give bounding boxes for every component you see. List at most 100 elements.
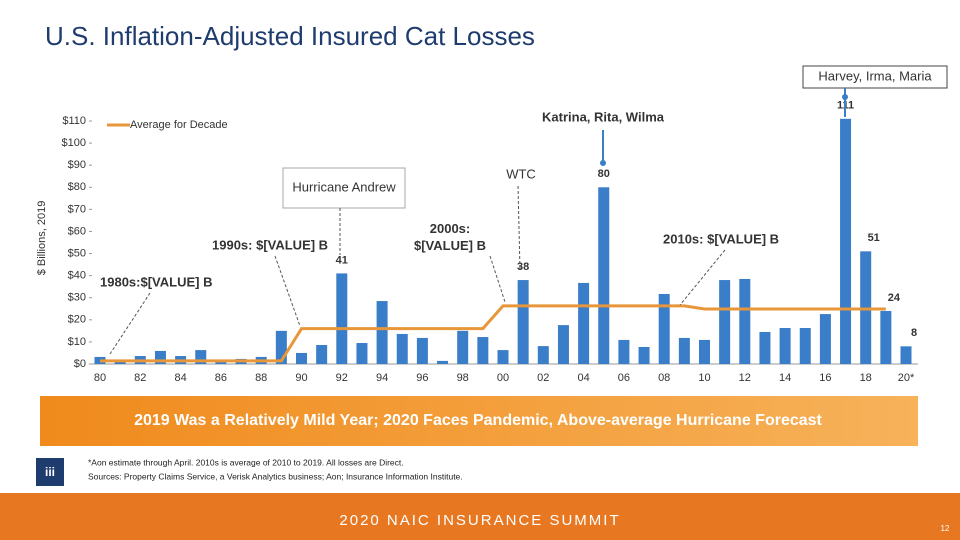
annotation: 2010s: $[VALUE] B (663, 231, 779, 246)
bar (557, 325, 569, 364)
x-tick-label: 04 (577, 372, 589, 384)
bar (638, 346, 650, 364)
data-label: 8 (911, 327, 917, 339)
leader (679, 249, 726, 306)
bar (275, 330, 287, 364)
y-tick-label: $90 (68, 159, 86, 171)
x-tick-label: 84 (174, 372, 186, 384)
footer: 2020 NAIC INSURANCE SUMMIT (339, 512, 620, 529)
y-axis-label: $ Billions, 2019 (36, 201, 48, 276)
leader (109, 292, 151, 355)
logo-text: iii (45, 465, 55, 479)
leader (489, 255, 506, 303)
bar (739, 278, 751, 364)
x-tick-label: 18 (860, 372, 872, 384)
leader (517, 185, 521, 271)
y-tick-label: $0 (74, 358, 86, 370)
bar (719, 280, 731, 364)
annotation: Katrina, Rita, Wilma (542, 109, 665, 124)
x-tick-label: 10 (698, 372, 710, 384)
bar (880, 310, 892, 364)
bar (416, 337, 428, 364)
bar (437, 360, 449, 364)
annotation: 2000s: $[VALUE] B (414, 221, 486, 253)
x-tick-label: 96 (416, 372, 428, 384)
y-tick-label: $70 (68, 203, 86, 215)
logo (36, 458, 64, 486)
footer-bar (0, 493, 960, 540)
x-tick-label: 94 (376, 372, 388, 384)
bar (759, 331, 771, 364)
bar (678, 337, 690, 364)
x-tick-label: 06 (618, 372, 630, 384)
x-tick-label: 00 (497, 372, 509, 384)
annotation: 1990s: $[VALUE] B (212, 237, 328, 252)
bar (356, 343, 368, 364)
bar (840, 118, 852, 364)
data-label: 38 (517, 261, 529, 273)
y-tick-label: $50 (68, 247, 86, 259)
annotation: Harvey, Irma, Maria (818, 68, 932, 83)
x-tick-label: 82 (134, 372, 146, 384)
annotation: 1980s:$[VALUE] B (100, 274, 212, 289)
legend-label: Average for Decade (130, 119, 228, 131)
annotation: WTC (506, 166, 536, 181)
x-tick-label: 86 (215, 372, 227, 384)
leader-dot (842, 94, 848, 100)
bar (376, 301, 388, 364)
bar (195, 350, 207, 364)
bar (598, 187, 610, 364)
x-tick-label: 12 (739, 372, 751, 384)
x-tick-label: 88 (255, 372, 267, 384)
x-tick-label: 20* (898, 372, 915, 384)
plot-area: $0 $10 $20 $30 $40 $50 $60 $70 $80 $90 $100 $110 41 3… (62, 100, 918, 384)
x-tick-label: 08 (658, 372, 670, 384)
leader (274, 255, 301, 327)
x-tick-label: 90 (295, 372, 307, 384)
banner-text: 2019 Was a Relatively Mild Year; 2020 Fa… (134, 412, 822, 429)
footnote: Sources: Property Claims Service, a Veri… (88, 471, 463, 481)
bar (296, 352, 307, 364)
bar (578, 282, 590, 364)
bar (497, 350, 509, 364)
bar (396, 333, 408, 364)
banner (40, 396, 918, 446)
decade-average-line (100, 304, 886, 363)
x-tick-label: 80 (94, 372, 106, 384)
bar (316, 345, 328, 364)
data-label: 80 (598, 168, 610, 180)
bar (819, 314, 831, 364)
y-tick-label: $80 (68, 181, 86, 193)
x-tick-label: 02 (537, 372, 549, 384)
x-tick-label: 14 (779, 372, 791, 384)
leader-dot (600, 160, 606, 166)
bar (336, 273, 348, 364)
y-tick-label: $110 (62, 115, 86, 127)
bar (537, 346, 549, 364)
page-number: 12 (941, 524, 950, 533)
x-tick-label: 98 (457, 372, 469, 384)
bar (618, 339, 630, 364)
bar (658, 293, 670, 364)
y-tick-label: $20 (68, 314, 86, 326)
annotation: Hurricane Andrew (292, 179, 396, 194)
bar (779, 327, 791, 364)
bar (699, 339, 710, 364)
bar (799, 327, 811, 364)
footnote: *Aon estimate through April. 2010s is av… (88, 457, 404, 467)
data-label: 51 (868, 232, 880, 244)
bar (517, 280, 529, 364)
chart-title: U.S. Inflation-Adjusted Insured Cat Loss… (45, 21, 535, 51)
bar (457, 330, 469, 364)
y-tick-label: $100 (62, 137, 86, 149)
y-tick-label: $30 (68, 292, 86, 304)
annotation-box (802, 65, 948, 89)
bar (154, 350, 166, 364)
data-label: 24 (888, 292, 901, 304)
x-tick-label: 16 (819, 372, 831, 384)
y-tick-label: $40 (68, 270, 86, 282)
y-tick-label: $10 (68, 336, 86, 348)
bar (477, 337, 489, 364)
data-label: 41 (336, 254, 348, 266)
